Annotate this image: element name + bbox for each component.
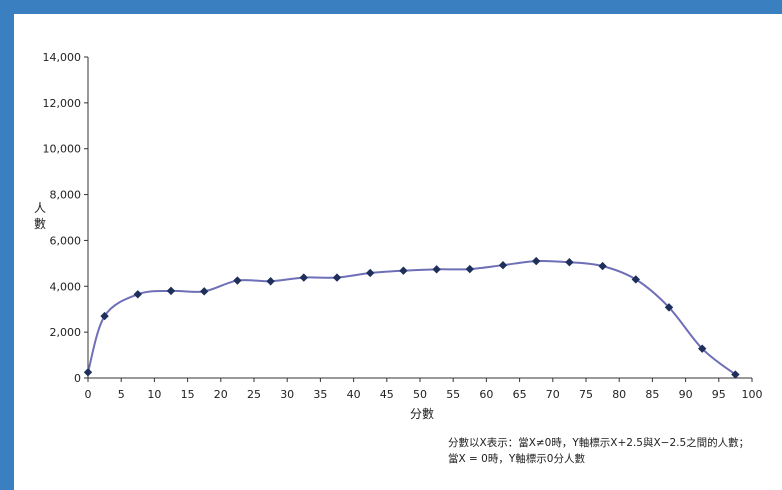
x-tick-label: 70 [546, 388, 560, 401]
x-tick-label: 55 [446, 388, 460, 401]
data-point-marker [432, 265, 441, 274]
data-point-marker [233, 276, 242, 285]
data-point-marker [664, 303, 674, 312]
data-point-marker [299, 273, 308, 282]
x-tick-label: 50 [413, 388, 427, 401]
y-axis-ticks: 0 2,000 4,000 6,000 8,000 10,000 12,000 14,000 [43, 51, 88, 385]
x-tick-label: 30 [280, 388, 294, 401]
x-tick-label: 20 [214, 388, 228, 401]
y-tick-label: 10,000 [43, 143, 82, 156]
y-tick-label: 0 [74, 372, 81, 385]
x-tick-label: 75 [579, 388, 593, 401]
y-tick-label: 8,000 [50, 189, 82, 202]
data-point-marker [166, 286, 176, 296]
data-point-marker [133, 290, 142, 299]
data-point-marker [83, 368, 93, 377]
x-tick-label: 95 [712, 388, 726, 401]
y-tick-label: 4,000 [50, 280, 82, 293]
axes [87, 57, 752, 379]
y-tick-label: 2,000 [50, 326, 82, 339]
y-axis-label-line1: 人 [34, 201, 46, 215]
x-tick-label: 0 [85, 388, 92, 401]
x-tick-label: 10 [147, 388, 161, 401]
x-tick-label: 40 [347, 388, 361, 401]
x-tick-label: 80 [612, 388, 626, 401]
data-point-marker [266, 277, 275, 286]
x-axis-label: 分數 [410, 407, 434, 421]
x-tick-label: 25 [247, 388, 261, 401]
x-tick-label: 15 [181, 388, 195, 401]
data-point-marker [366, 268, 375, 278]
data-point-marker [332, 273, 342, 282]
data-point-marker [399, 266, 408, 275]
note-line-2: 當X = 0時，Y軸標示0分人數 [448, 452, 585, 465]
y-tick-label: 6,000 [50, 234, 82, 247]
x-tick-label: 85 [645, 388, 659, 401]
data-point-marker [631, 275, 640, 284]
data-point-marker [598, 261, 607, 271]
data-point-marker [731, 370, 740, 379]
data-point-marker [698, 344, 707, 353]
x-tick-label: 45 [380, 388, 394, 401]
x-tick-label: 60 [479, 388, 493, 401]
data-point-marker [565, 258, 574, 267]
data-point-marker [100, 311, 109, 321]
data-point-marker [498, 260, 508, 270]
y-axis-label-line2: 數 [34, 217, 46, 231]
data-markers [83, 256, 740, 379]
x-axis-ticks: 0 5 10 15 20 25 30 35 40 45 50 55 60 65 70 75 80 85 90 95 10… [85, 378, 763, 401]
x-tick-label: 35 [313, 388, 327, 401]
y-tick-label: 14,000 [43, 51, 82, 64]
data-point-marker [532, 256, 541, 266]
y-tick-label: 12,000 [43, 97, 82, 110]
x-tick-label: 5 [118, 388, 125, 401]
x-tick-label: 90 [679, 388, 693, 401]
x-tick-label: 65 [513, 388, 527, 401]
data-point-marker [200, 287, 209, 296]
x-tick-label: 100 [742, 388, 763, 401]
note-line-1: 分數以X表示：當X≠0時，Y軸標示X+2.5與X−2.5之間的人數； [448, 436, 749, 449]
data-point-marker [465, 264, 474, 274]
